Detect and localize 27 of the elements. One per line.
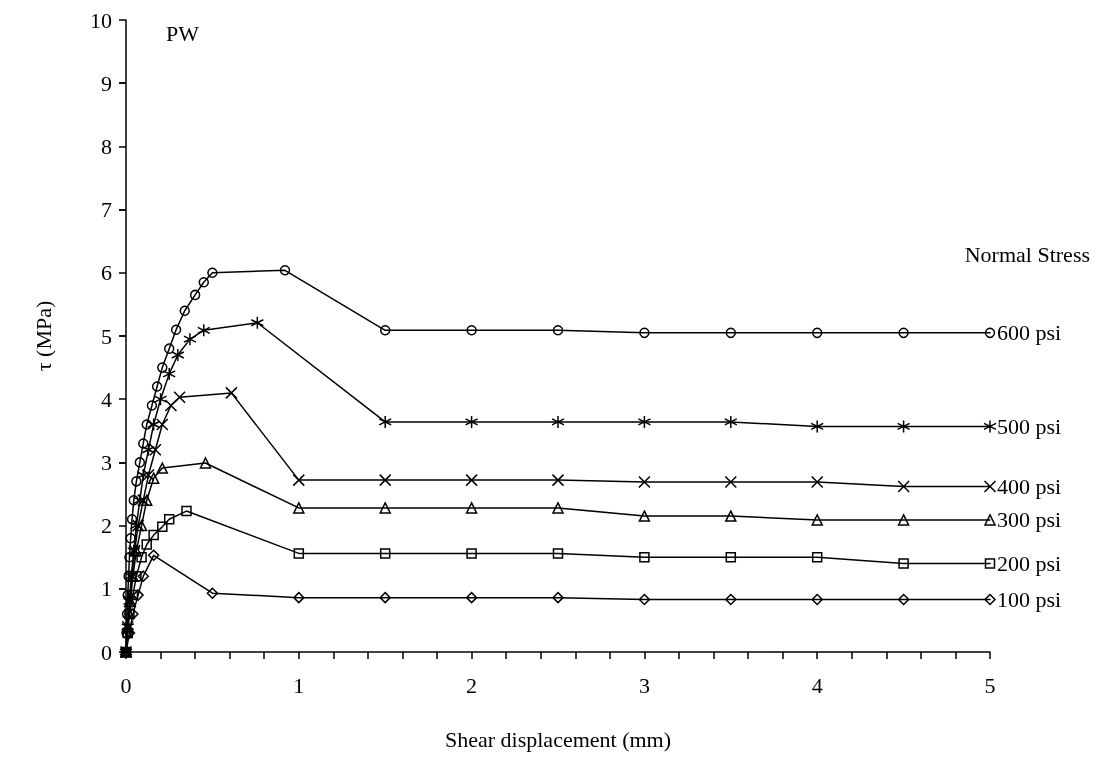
x-tick-label: 1 — [293, 672, 305, 698]
x-axis-title: Shear displacement (mm) — [444, 726, 672, 752]
y-tick-label: 2 — [101, 513, 112, 539]
legend-title: Normal Stress — [964, 241, 1090, 267]
series-label: 400 psi — [997, 473, 1062, 499]
y-axis-title: τ (MPa) — [30, 300, 56, 372]
y-tick-label: 1 — [101, 576, 112, 602]
x-tick-label: 5 — [984, 672, 996, 698]
x-tick-label: 2 — [466, 672, 478, 698]
series-label: 100 psi — [997, 587, 1062, 613]
y-tick-label: 6 — [101, 260, 112, 286]
y-tick-label: 4 — [101, 386, 112, 412]
annotation: PW — [166, 20, 200, 46]
x-tick-label: 3 — [638, 672, 650, 698]
y-tick-label: 10 — [90, 7, 112, 33]
series-label: 300 psi — [997, 507, 1062, 533]
x-tick-label: 0 — [120, 672, 132, 698]
series-label: 500 psi — [997, 413, 1062, 439]
y-tick-label: 5 — [101, 323, 112, 349]
y-tick-label: 0 — [101, 639, 112, 665]
y-tick-label: 3 — [101, 449, 112, 475]
series-label: 600 psi — [997, 320, 1062, 346]
y-tick-label: 7 — [101, 197, 112, 223]
y-tick-label: 9 — [101, 70, 112, 96]
x-tick-label: 4 — [811, 672, 823, 698]
series-label: 200 psi — [997, 551, 1062, 577]
y-tick-label: 8 — [101, 133, 112, 159]
